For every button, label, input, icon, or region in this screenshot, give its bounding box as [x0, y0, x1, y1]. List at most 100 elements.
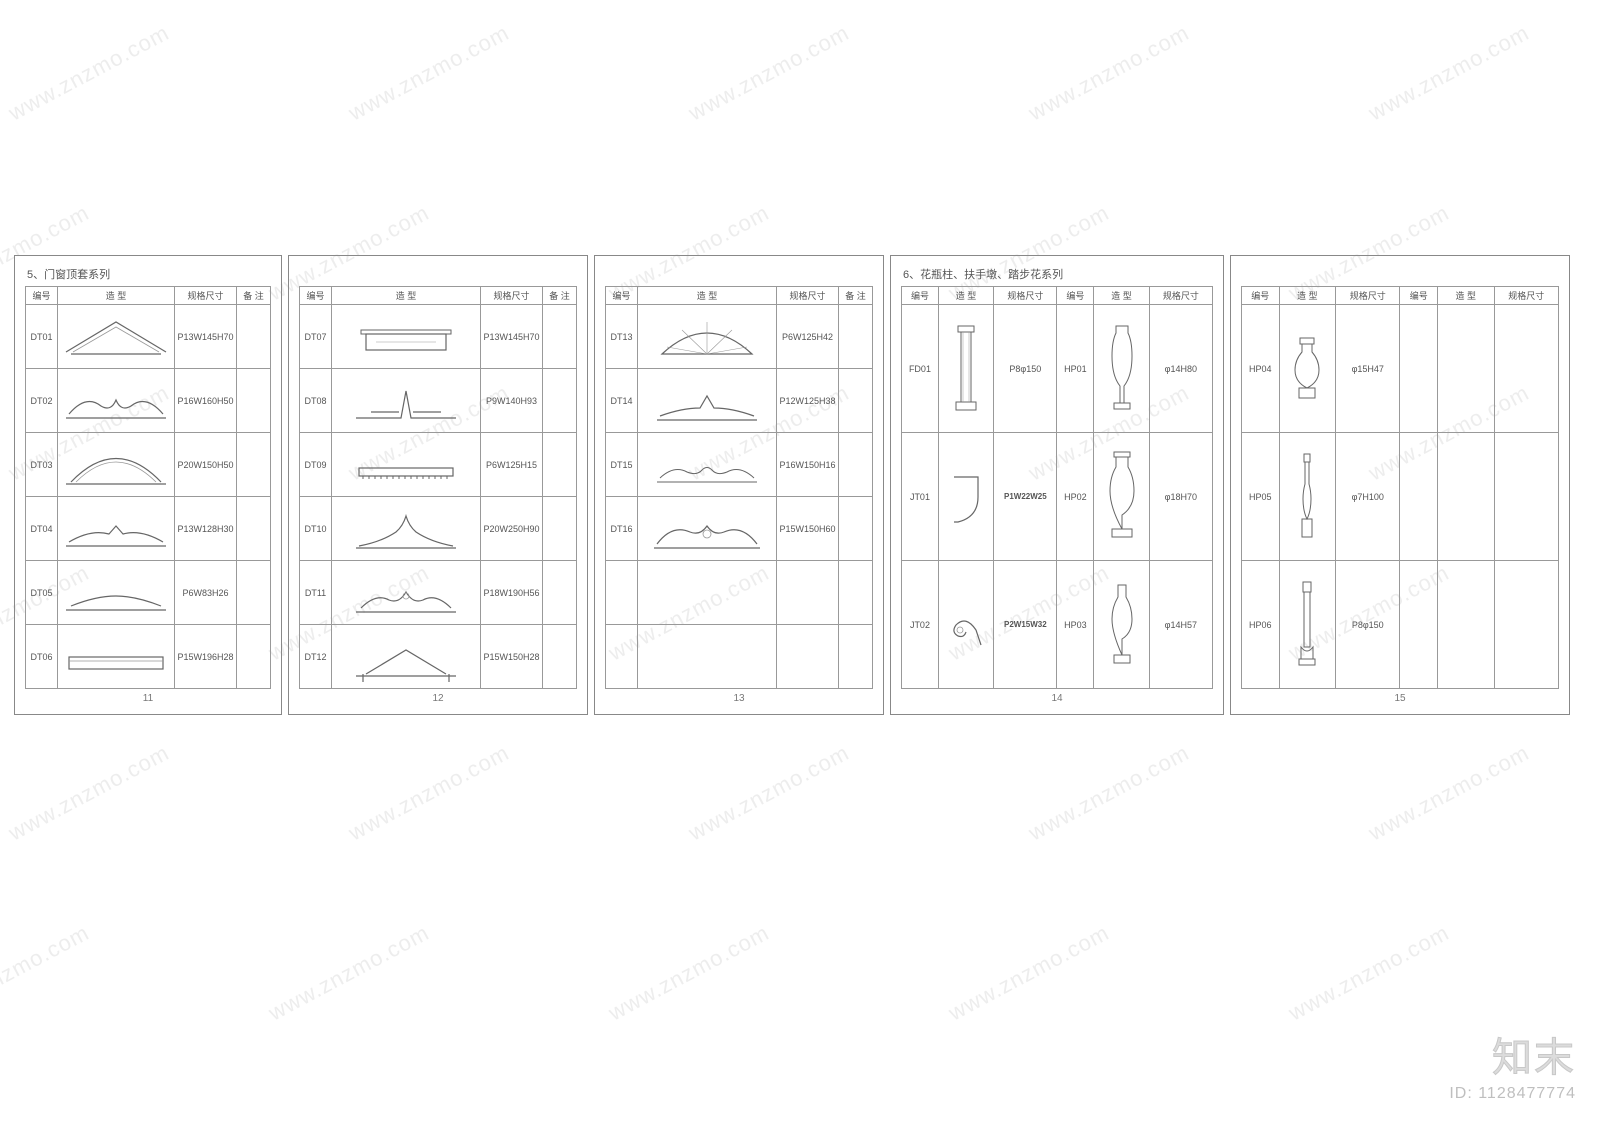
pediment-ogee-icon: [351, 504, 461, 554]
cell-code: [1400, 561, 1438, 689]
cell-shape: [332, 561, 481, 625]
cell-shape: [1094, 433, 1149, 561]
lintel-dentil-icon: [351, 440, 461, 490]
cell-shape: [638, 433, 777, 497]
cell-shape: [1279, 305, 1335, 433]
cell-spec: P20W150H50: [175, 433, 237, 497]
cell-code: HP06: [1242, 561, 1280, 689]
page-13: 编号 造 型 规格尺寸 备 注 DT13P6W125H42 DT14P12W12…: [594, 255, 884, 715]
cell-spec: P6W83H26: [175, 561, 237, 625]
table-row: [606, 625, 873, 689]
cell-code: DT05: [26, 561, 58, 625]
cell-code: DT03: [26, 433, 58, 497]
baluster-slim-icon: [1287, 449, 1327, 544]
table-row: [606, 561, 873, 625]
watermark: www.znzmo.com: [0, 920, 94, 1027]
watermark: www.znzmo.com: [1284, 920, 1453, 1027]
cell-shape: [1279, 433, 1335, 561]
th-spec: 规格尺寸: [1494, 287, 1559, 305]
pediment-point-icon: [351, 376, 461, 426]
pediment-wing-icon: [652, 504, 762, 554]
cell-note: [237, 305, 271, 369]
watermark: www.znzmo.com: [344, 20, 513, 127]
th-spec: 规格尺寸: [481, 287, 543, 305]
table-row: HP05 φ7H100: [1242, 433, 1559, 561]
cell-spec: φ7H100: [1336, 433, 1400, 561]
cell-spec: P16W160H50: [175, 369, 237, 433]
baluster-post-icon: [1287, 577, 1327, 672]
table-page-12: 编号 造 型 规格尺寸 备 注 DT07P13W145H70 DT08P9W14…: [299, 286, 577, 689]
cell-code: DT12: [300, 625, 332, 689]
cell-note: [543, 625, 577, 689]
cell-spec: P15W196H28: [175, 625, 237, 689]
cell-code: DT08: [300, 369, 332, 433]
cell-shape: [638, 305, 777, 369]
cell-code: DT15: [606, 433, 638, 497]
th-spec: 规格尺寸: [777, 287, 839, 305]
cell-note: [543, 497, 577, 561]
watermark: www.znzmo.com: [344, 740, 513, 847]
pediment-tri-icon: [61, 312, 171, 362]
cell-note: [839, 625, 873, 689]
fanlight-icon: [652, 312, 762, 362]
cell-note: [839, 561, 873, 625]
watermark: www.znzmo.com: [264, 920, 433, 1027]
cell-shape: [58, 625, 175, 689]
cell-spec: φ18H70: [1149, 433, 1212, 561]
cell-spec: P8φ150: [1336, 561, 1400, 689]
cell-shape: [938, 305, 993, 433]
baluster4-icon: [1287, 334, 1327, 404]
cell-code: [606, 625, 638, 689]
table-row: DT05 P6W83H26: [26, 561, 271, 625]
cell-shape: [58, 497, 175, 561]
cell-code: DT13: [606, 305, 638, 369]
section-spacer: [1243, 266, 1559, 280]
cell-shape: [58, 433, 175, 497]
cell-code: [606, 561, 638, 625]
th-note: 备 注: [543, 287, 577, 305]
cell-code: DT11: [300, 561, 332, 625]
cell-shape: [332, 369, 481, 433]
pediment-center-icon: [652, 376, 762, 426]
cell-code: [1400, 433, 1438, 561]
watermark: www.znzmo.com: [944, 920, 1113, 1027]
cell-code: HP01: [1057, 305, 1094, 433]
cell-spec: P20W250H90: [481, 497, 543, 561]
cell-code: HP04: [1242, 305, 1280, 433]
page-15: 编号 造 型 规格尺寸 编号 造 型 规格尺寸 HP04 φ15H47 HP05…: [1230, 255, 1570, 715]
page-number: 11: [25, 693, 271, 704]
th-shape: 造 型: [938, 287, 993, 305]
cell-note: [237, 561, 271, 625]
section-spacer: [607, 266, 873, 280]
watermark: www.znzmo.com: [1024, 20, 1193, 127]
table-row: DT11 P18W190H56: [300, 561, 577, 625]
cell-spec: P2W15W32: [994, 561, 1057, 689]
brand-logo: 知末: [1449, 1025, 1576, 1083]
table-row: HP04 φ15H47: [1242, 305, 1559, 433]
cell-spec: P13W128H30: [175, 497, 237, 561]
th-shape: 造 型: [58, 287, 175, 305]
cell-shape: [1438, 561, 1494, 689]
cell-code: DT06: [26, 625, 58, 689]
cell-shape: [58, 369, 175, 433]
watermark: www.znzmo.com: [4, 20, 173, 127]
th-code: 编号: [606, 287, 638, 305]
table-row: DT04P13W128H30: [26, 497, 271, 561]
watermark: www.znzmo.com: [4, 740, 173, 847]
cell-shape: [938, 561, 993, 689]
cell-spec: P18W190H56: [481, 561, 543, 625]
page-12: 编号 造 型 规格尺寸 备 注 DT07P13W145H70 DT08P9W14…: [288, 255, 588, 715]
cell-code: DT07: [300, 305, 332, 369]
baluster3-icon: [1102, 577, 1142, 672]
cell-shape: [332, 497, 481, 561]
th-note: 备 注: [237, 287, 271, 305]
table-page-14: 编号 造 型 规格尺寸 编号 造 型 规格尺寸 FD01 P8φ150 HP01…: [901, 286, 1213, 689]
pedestal-icon: [946, 321, 986, 416]
cell-spec: P16W150H16: [777, 433, 839, 497]
pediment-scroll2-icon: [351, 568, 461, 618]
page-11: 5、门窗顶套系列 编号 造 型 规格尺寸 备 注 DT01P13W145H70 …: [14, 255, 282, 715]
table-row: DT14P12W125H38: [606, 369, 873, 433]
cell-code: JT02: [902, 561, 939, 689]
cell-spec: P6W125H42: [777, 305, 839, 369]
cell-note: [237, 625, 271, 689]
